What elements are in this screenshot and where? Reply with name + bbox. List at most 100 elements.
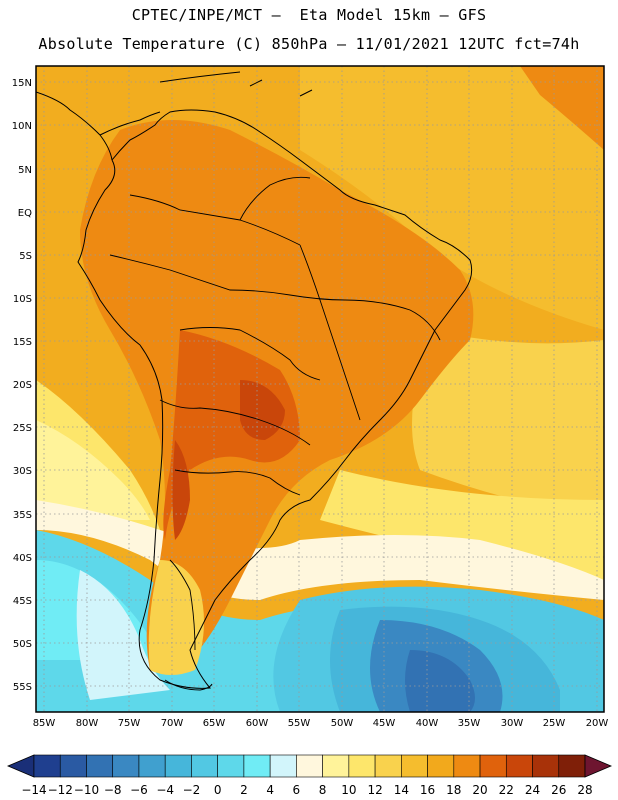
lon-label-55w: 55W [288, 718, 311, 729]
colorbar-swatch [269, 754, 297, 778]
lon-label-45w: 45W [373, 718, 396, 729]
lat-label-35s: 35S [13, 510, 32, 521]
lon-label-25w: 25W [543, 718, 566, 729]
lon-label-40w: 40W [416, 718, 439, 729]
lon-label-80w: 80W [76, 718, 99, 729]
lon-label-50w: 50W [331, 718, 354, 729]
colorbar-swatch [33, 754, 61, 778]
colorbar-swatch [86, 754, 114, 778]
colorbar-label: 16 [420, 783, 435, 797]
lat-label-5s: 5S [19, 251, 32, 262]
colorbar-swatch [243, 754, 271, 778]
colorbar-label: −6 [130, 783, 148, 797]
lat-label-55s: 55S [13, 682, 32, 693]
caribbean-islands [159, 71, 313, 97]
coastlines [36, 71, 473, 691]
field-atlantic-yellow [412, 330, 604, 520]
colorbar-label: 14 [394, 783, 409, 797]
colorbar-label: 10 [341, 783, 356, 797]
lat-label-30s: 30S [13, 466, 32, 477]
lat-label-45s: 45S [13, 596, 32, 607]
field-pacific-paler [36, 420, 150, 520]
colorbar-swatch [505, 754, 533, 778]
colorbar-label: 20 [472, 783, 487, 797]
colorbar-swatch [401, 754, 428, 778]
colorbar-swatch [138, 754, 166, 778]
lat-label-15s: 15S [13, 337, 32, 348]
colorbar-label: 2 [240, 783, 248, 797]
central-america-coast [36, 91, 161, 161]
lat-label-10s: 10S [13, 294, 32, 305]
colorbar-label: 4 [266, 783, 274, 797]
field-patagonia [148, 560, 204, 675]
colorbar-swatch [427, 754, 455, 778]
colorbar-swatch [532, 754, 560, 778]
colorbar-swatch [59, 754, 87, 778]
colorbar-arrow-high [584, 754, 613, 778]
field-ne-orange [520, 66, 604, 150]
map-frame [35, 65, 605, 713]
field-atlantic-pale [320, 470, 604, 580]
tierra-del-fuego [164, 679, 213, 691]
colorbar-labels: −14 −12 −10 −8 −6 −4 −2 0 2 4 6 8 10 12 14 16 18 20 22 24 26… [21, 783, 592, 797]
lon-label-35w: 35W [458, 718, 481, 729]
temperature-field [36, 66, 604, 712]
lon-label-20w: 20W [586, 718, 609, 729]
lat-label-50s: 50S [13, 639, 32, 650]
colorbar-swatch [164, 754, 192, 778]
colorbar-label: −4 [156, 783, 174, 797]
lat-axis: 15N 10N 5N EQ 5S 10S 15S 20S 25S 30S 35S… [12, 78, 32, 693]
colorbar-swatch [374, 754, 402, 778]
colorbar-swatch [479, 754, 507, 778]
field-land-hot [163, 330, 300, 540]
title-line-1: CPTEC/INPE/MCT – Eta Model 15km – GFS [131, 6, 487, 24]
colorbar-label: −10 [74, 783, 99, 797]
field-cold-pale [76, 570, 170, 700]
colorbar-label: 24 [525, 783, 540, 797]
colorbar-label: 26 [551, 783, 566, 797]
colorbar-label: 6 [293, 783, 301, 797]
colorbar-swatch [191, 754, 218, 778]
colorbar-swatch [558, 754, 586, 778]
lat-label-eq: EQ [18, 208, 32, 219]
field-cold-core [405, 650, 475, 712]
colorbar-label: 28 [577, 783, 592, 797]
lon-label-60w: 60W [246, 718, 269, 729]
lat-label-10n: 10N [12, 121, 32, 132]
title-line-2: Absolute Temperature (C) 850hPa – 11/01/… [38, 35, 580, 53]
colorbar-label: −8 [104, 783, 122, 797]
colorbar: −14 −12 −10 −8 −6 −4 −2 0 2 4 6 8 10 12 14 16 18 20 22 24 26… [6, 754, 613, 797]
colorbar-swatch [112, 754, 140, 778]
colorbar-label: 22 [499, 783, 514, 797]
south-america-coast [77, 109, 473, 689]
colorbar-swatch [348, 754, 376, 778]
lon-label-70w: 70W [161, 718, 184, 729]
lon-label-75w: 75W [118, 718, 141, 729]
lat-label-5n: 5N [18, 165, 32, 176]
lat-label-25s: 25S [13, 423, 32, 434]
lon-label-65w: 65W [203, 718, 226, 729]
lon-label-30w: 30W [501, 718, 524, 729]
lon-axis: 85W 80W 75W 70W 65W 60W 55W 50W 45W 40W … [33, 718, 609, 729]
lat-label-40s: 40S [13, 553, 32, 564]
lat-label-20s: 20S [13, 380, 32, 391]
colorbar-arrow-low [6, 754, 35, 778]
field-andes-hot [172, 440, 190, 540]
grid-lines [36, 66, 604, 712]
colorbar-swatches [33, 754, 586, 778]
colorbar-label: 12 [367, 783, 382, 797]
colorbar-label: 18 [446, 783, 461, 797]
colorbar-swatch [322, 754, 350, 778]
colorbar-swatch [296, 754, 323, 778]
colorbar-swatch [453, 754, 481, 778]
colorbar-label: 0 [214, 783, 222, 797]
colorbar-label: −12 [48, 783, 73, 797]
country-borders [109, 176, 441, 651]
field-ne-lighter [300, 66, 604, 330]
colorbar-label: −14 [21, 783, 46, 797]
lat-label-15n: 15N [12, 78, 32, 89]
colorbar-label: 8 [319, 783, 327, 797]
colorbar-swatch [217, 754, 245, 778]
lon-label-85w: 85W [33, 718, 56, 729]
